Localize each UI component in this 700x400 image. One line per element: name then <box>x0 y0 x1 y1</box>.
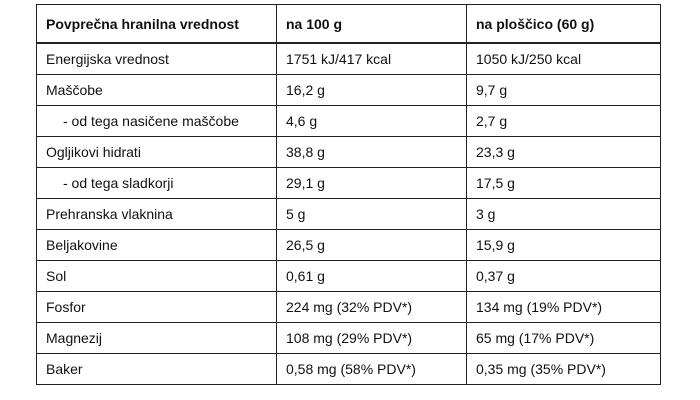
nutrient-label: Maščobe <box>36 74 277 106</box>
table-row: Sol 0,61 g 0,37 g <box>36 260 661 292</box>
header-per-bar: na ploščico (60 g) <box>466 4 661 44</box>
nutrient-label: - od tega sladkorji <box>36 167 277 199</box>
table-row: Energijska vrednost 1751 kJ/417 kcal 1050 … <box>36 42 661 75</box>
nutrient-label: Fosfor <box>36 291 277 323</box>
value-per-100g: 224 mg (32% PDV*) <box>276 291 467 323</box>
table-body: Energijska vrednost 1751 kJ/417 kcal 1050 … <box>36 42 661 385</box>
value-per-bar: 2,7 g <box>466 105 661 137</box>
nutrient-label: - od tega nasičene maščobe <box>36 105 277 137</box>
table-row: Magnezij 108 mg (29% PDV*) 65 mg (17% PDV*… <box>36 322 661 354</box>
value-per-100g: 1751 kJ/417 kcal <box>276 42 467 75</box>
nutrient-label: Magnezij <box>36 322 277 354</box>
value-per-100g: 16,2 g <box>276 74 467 106</box>
value-per-100g: 0,61 g <box>276 260 467 292</box>
value-per-bar: 3 g <box>466 198 661 230</box>
table-row: Maščobe 16,2 g 9,7 g <box>36 74 661 106</box>
value-per-100g: 0,58 mg (58% PDV*) <box>276 353 467 385</box>
header-nutrient: Povprečna hranilna vrednost <box>36 4 277 44</box>
value-per-100g: 29,1 g <box>276 167 467 199</box>
table-row: Baker 0,58 mg (58% PDV*) 0,35 mg (35% PDV*… <box>36 353 661 385</box>
nutrient-label: Sol <box>36 260 277 292</box>
nutrition-table: Povprečna hranilna vrednost na 100 g na … <box>36 4 661 385</box>
table-header-row: Povprečna hranilna vrednost na 100 g na … <box>36 4 661 44</box>
value-per-100g: 26,5 g <box>276 229 467 261</box>
value-per-bar: 15,9 g <box>466 229 661 261</box>
value-per-bar: 134 mg (19% PDV*) <box>466 291 661 323</box>
value-per-bar: 0,37 g <box>466 260 661 292</box>
value-per-bar: 9,7 g <box>466 74 661 106</box>
table-row: Ogljikovi hidrati 38,8 g 23,3 g <box>36 136 661 168</box>
nutrient-label: Energijska vrednost <box>36 42 277 75</box>
value-per-100g: 38,8 g <box>276 136 467 168</box>
value-per-100g: 108 mg (29% PDV*) <box>276 322 467 354</box>
value-per-bar: 23,3 g <box>466 136 661 168</box>
nutrient-label: Ogljikovi hidrati <box>36 136 277 168</box>
nutrient-label: Baker <box>36 353 277 385</box>
table-row: Beljakovine 26,5 g 15,9 g <box>36 229 661 261</box>
value-per-100g: 4,6 g <box>276 105 467 137</box>
header-per-100g: na 100 g <box>276 4 467 44</box>
nutrient-label: Beljakovine <box>36 229 277 261</box>
nutrient-label: Prehranska vlaknina <box>36 198 277 230</box>
value-per-100g: 5 g <box>276 198 467 230</box>
table-row: Fosfor 224 mg (32% PDV*) 134 mg (19% PDV*) <box>36 291 661 323</box>
table-row: - od tega nasičene maščobe 4,6 g 2,7 g <box>36 105 661 137</box>
table-row: - od tega sladkorji 29,1 g 17,5 g <box>36 167 661 199</box>
value-per-bar: 1050 kJ/250 kcal <box>466 42 661 75</box>
value-per-bar: 0,35 mg (35% PDV*) <box>466 353 661 385</box>
value-per-bar: 17,5 g <box>466 167 661 199</box>
value-per-bar: 65 mg (17% PDV*) <box>466 322 661 354</box>
